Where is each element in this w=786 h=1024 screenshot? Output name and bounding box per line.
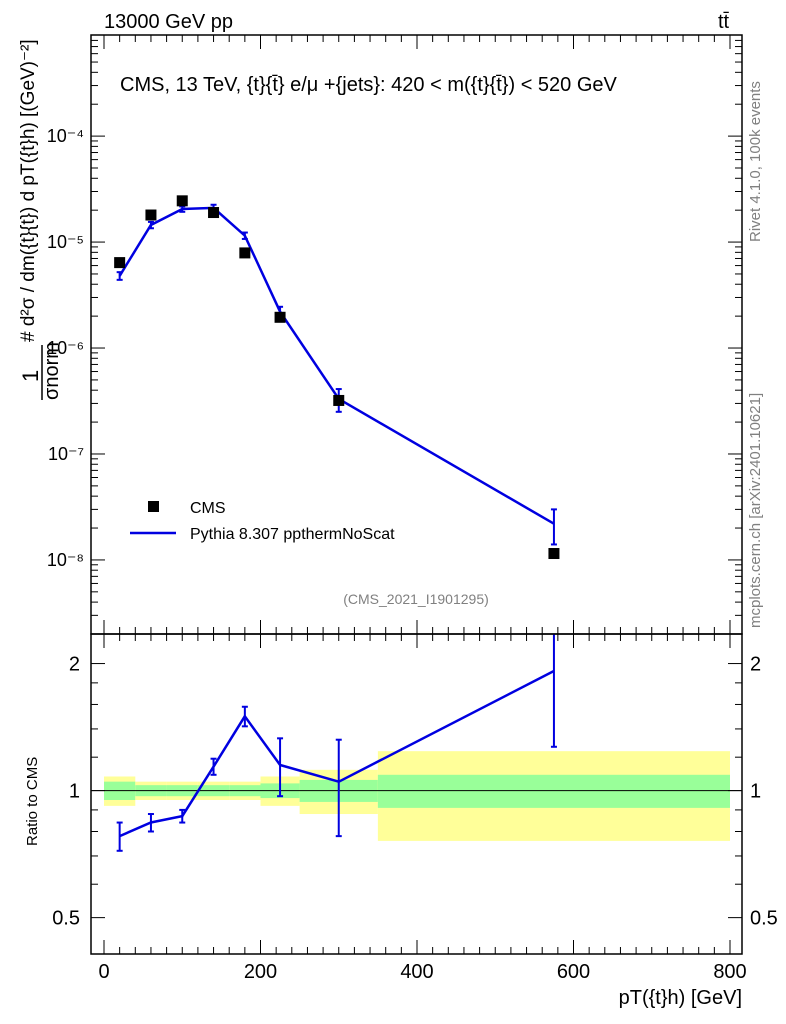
mc-series-line [118,206,555,525]
process-label: tt̄ [718,11,730,33]
x-tick-label: 200 [244,961,277,983]
legend-data-label: CMS [190,500,226,517]
main-y-axis: 10⁻⁸ 10⁻⁷ 10⁻⁶ 10⁻⁵ 10⁻⁴ [47,39,742,635]
legend-data-marker [148,501,159,512]
ratio-y-label: Ratio to CMS [24,757,41,846]
main-plot-content [114,195,560,560]
data-point [548,548,560,560]
ratio-plot-content [91,634,742,852]
data-point [239,247,251,259]
plot-title: CMS, 13 TeV, {t}{t̄} e/μ +{jets}: 420 < … [120,74,618,96]
main-frame [90,34,743,635]
x-axis-label: pT({t}h) [GeV] [619,987,742,1009]
ratio-stat-uncertainty-band [377,774,730,808]
mc-ratio-line [119,669,555,838]
x-tick-label: 600 [557,961,590,983]
main-y-tick-label: 10⁻⁷ [48,444,84,464]
main-y-label: 1 σnorm # d²σ / dm({t}{t}) d pT({t}h) [(… [18,39,63,400]
main-y-tick-label: 10⁻⁸ [47,550,84,570]
x-tick-label: 0 [98,961,109,983]
data-point [208,207,220,219]
ratio-y-axis: 0.5 0.5 1 1 2 2 [52,654,778,930]
data-point [333,394,345,406]
data-point [114,257,126,269]
mcplots-label: mcplots.cern.ch [arXiv:2401.10621] [747,393,764,628]
x-tick-label: 400 [400,961,433,983]
energy-label: 13000 GeV pp [104,11,233,33]
ratio-panel: 0.5 0.5 1 1 2 2 0 200 400 600 800 [52,633,778,983]
main-panel: 10⁻⁸ 10⁻⁷ 10⁻⁶ 10⁻⁵ 10⁻⁴ CMS, 13 TeV, {t}{t̄… [47,34,743,635]
main-y-tick-label: 10⁻⁵ [47,232,84,252]
ratio-y-tick-label-right: 0.5 [750,908,778,930]
ratio-x-axis: 0 200 400 600 800 [98,634,747,983]
rivet-label: Rivet 4.1.0, 100k events [747,81,764,242]
ratio-y-tick-label-left: 2 [69,654,80,676]
main-y-tick-label: 10⁻⁶ [47,338,84,358]
main-x-ticks [103,35,731,634]
ratio-y-tick-label-right: 1 [750,781,761,803]
main-y-tick-label: 10⁻⁴ [47,126,84,146]
data-point [176,195,188,207]
ratio-y-tick-label-left: 1 [69,781,80,803]
analysis-id: (CMS_2021_I1901295) [343,591,489,607]
data-point [145,209,157,221]
legend-mc-label: Pythia 8.307 ppthermNoScat [190,526,395,543]
ratio-y-tick-label-left: 0.5 [52,908,80,930]
data-point [274,311,286,323]
x-tick-label: 800 [713,961,746,983]
ratio-y-tick-label-right: 2 [750,654,761,676]
legend: CMS Pythia 8.307 ppthermNoScat [130,500,395,543]
ylabel-expression: # d²σ / dm({t}{t}) d pT({t}h) [(GeV)⁻²] [18,39,39,342]
ylabel-frac-numerator: 1 [18,370,43,382]
ylabel-frac-denominator: σnorm [41,342,63,400]
